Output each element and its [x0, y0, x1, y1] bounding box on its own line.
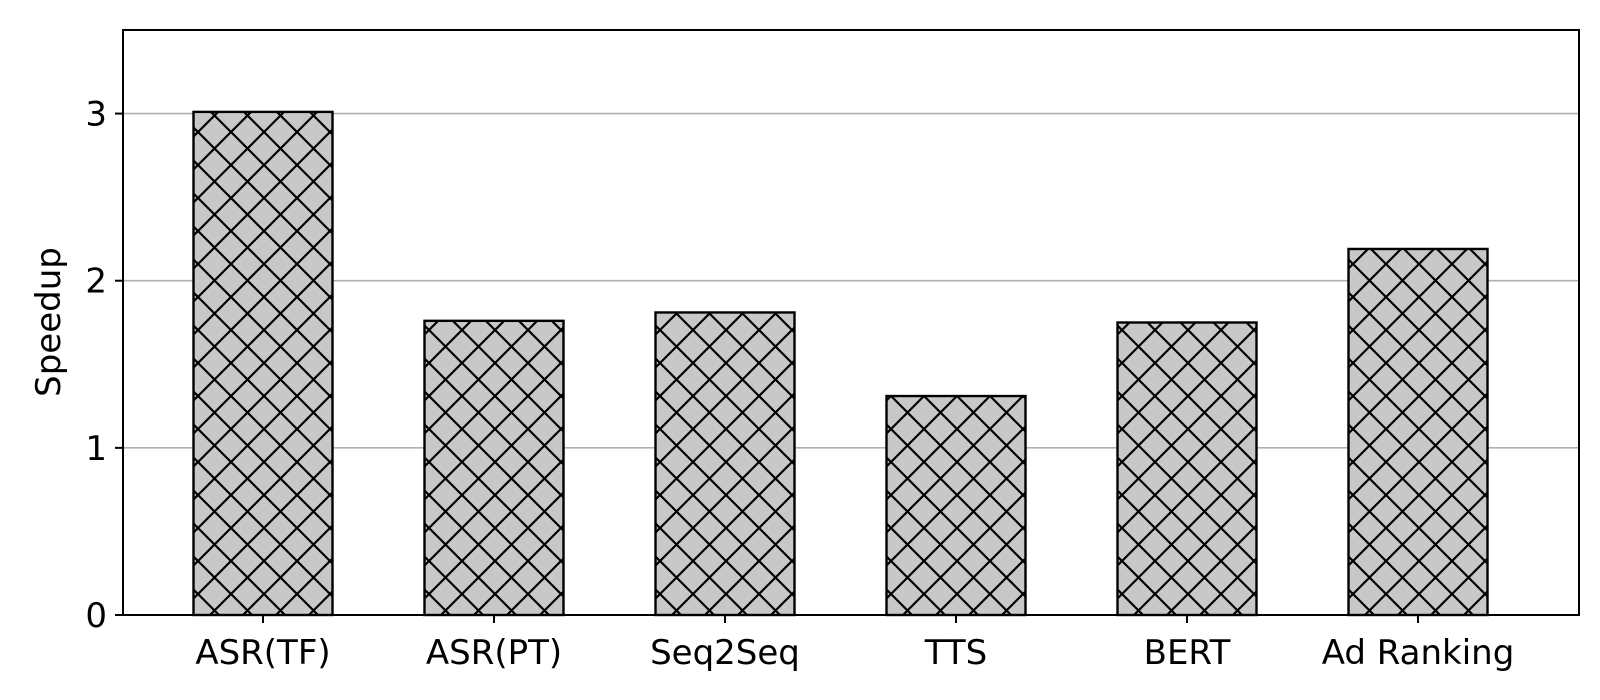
bar	[1347, 247, 1489, 617]
y-tick-label: 2	[85, 262, 107, 302]
x-tick-label: Seq2Seq	[650, 633, 800, 673]
y-tick-label: 1	[85, 429, 107, 469]
plot-frame	[122, 29, 1580, 616]
bar	[192, 110, 334, 617]
bar	[885, 394, 1027, 617]
x-tick-label: ASR(TF)	[195, 633, 330, 673]
x-tick-label: BERT	[1144, 633, 1231, 673]
ticks: 0 1 2 3 ASR(TF) ASR(PT) Seq2Seq TTS BERT Ad Ranki…	[85, 95, 1514, 673]
gridlines	[123, 112, 1579, 449]
y-tick-label: 0	[85, 596, 107, 636]
bar	[654, 311, 796, 617]
bar	[423, 319, 565, 617]
y-tick-label: 3	[85, 95, 107, 135]
bars	[192, 110, 1489, 617]
y-axis-label: Speedup	[29, 247, 69, 397]
x-tick-label: TTS	[924, 633, 988, 673]
bar	[1116, 321, 1258, 617]
x-tick-label: ASR(PT)	[426, 633, 562, 673]
x-tick-label: Ad Ranking	[1322, 633, 1515, 673]
